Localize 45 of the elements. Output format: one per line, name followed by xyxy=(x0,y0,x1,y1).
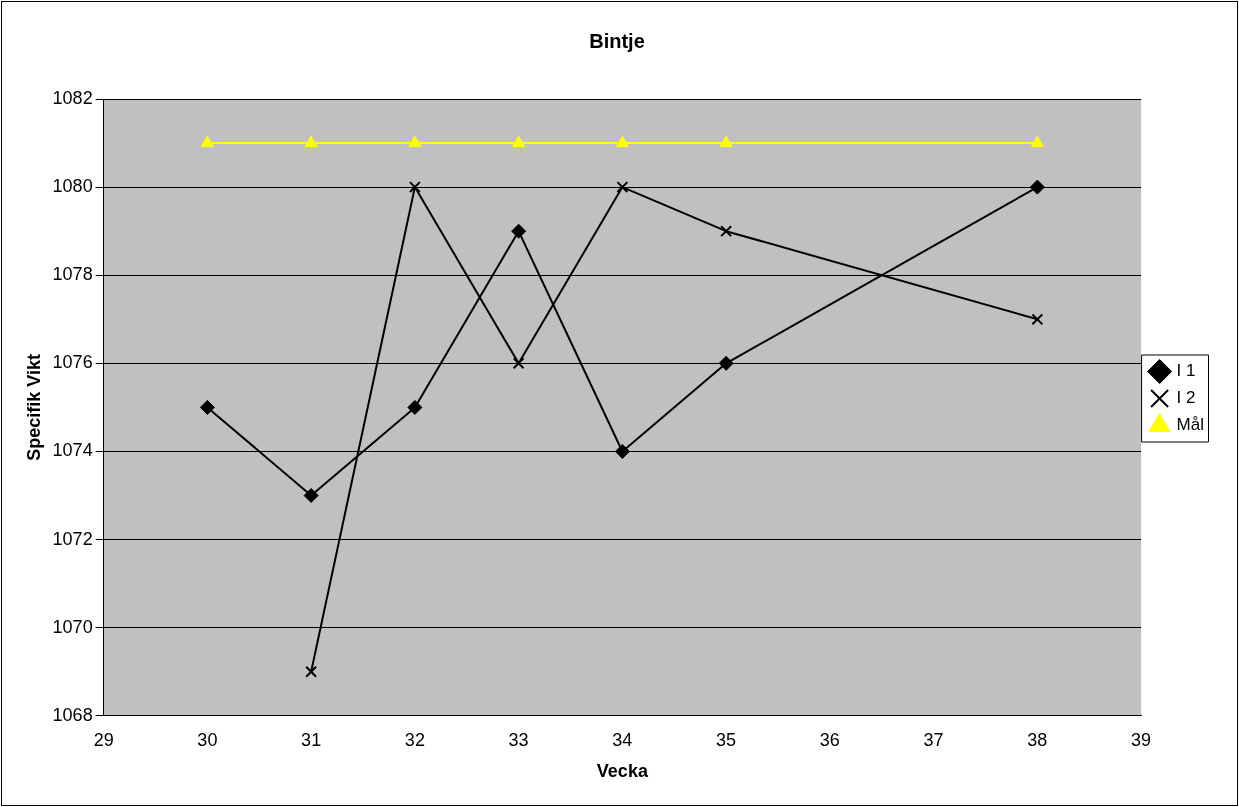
legend-label: Mål xyxy=(1176,415,1205,435)
point xyxy=(303,488,319,504)
x-axis-title: Vecka xyxy=(596,761,649,782)
y-axis-title: Specifik Vikt xyxy=(23,354,44,461)
x-tick-label: 31 xyxy=(301,729,322,750)
point xyxy=(512,357,525,370)
point xyxy=(408,135,422,148)
point xyxy=(1030,135,1044,148)
point xyxy=(616,181,629,194)
point xyxy=(615,135,629,148)
x-tick-label: 37 xyxy=(923,729,944,750)
x-tick-label: 38 xyxy=(1027,729,1048,750)
y-tick-label: 1078 xyxy=(52,264,93,285)
legend-label: I 1 xyxy=(1176,361,1196,381)
y-tick-label: 1082 xyxy=(52,87,93,108)
point xyxy=(305,665,318,678)
y-tick-label: 1074 xyxy=(52,440,93,461)
point xyxy=(408,181,421,194)
y-tick-label: 1068 xyxy=(52,704,93,725)
x-tick-label: 29 xyxy=(93,729,114,750)
y-tick-label: 1072 xyxy=(52,528,93,549)
point xyxy=(512,135,526,148)
legend-label: I 2 xyxy=(1176,388,1196,408)
point xyxy=(718,355,734,371)
point xyxy=(719,135,733,148)
y-tick-label: 1070 xyxy=(52,616,93,637)
point xyxy=(1029,179,1045,195)
point xyxy=(199,399,215,415)
x-tick-label: 35 xyxy=(716,729,737,750)
x-tick-label: 30 xyxy=(197,729,218,750)
point xyxy=(304,135,318,148)
y-tick-label: 1080 xyxy=(52,176,93,197)
x-tick-label: 36 xyxy=(819,729,840,750)
x-tick-label: 34 xyxy=(612,729,633,750)
point xyxy=(1031,313,1044,326)
point xyxy=(614,443,630,459)
x-tick-label: 39 xyxy=(1131,729,1152,750)
y-tick-label: 1076 xyxy=(52,352,93,373)
chart-title: Bintje xyxy=(589,29,645,52)
point xyxy=(200,135,214,148)
point xyxy=(720,225,733,238)
point xyxy=(511,223,527,239)
x-tick-label: 33 xyxy=(508,729,529,750)
x-tick-label: 32 xyxy=(404,729,425,750)
point xyxy=(407,399,423,415)
